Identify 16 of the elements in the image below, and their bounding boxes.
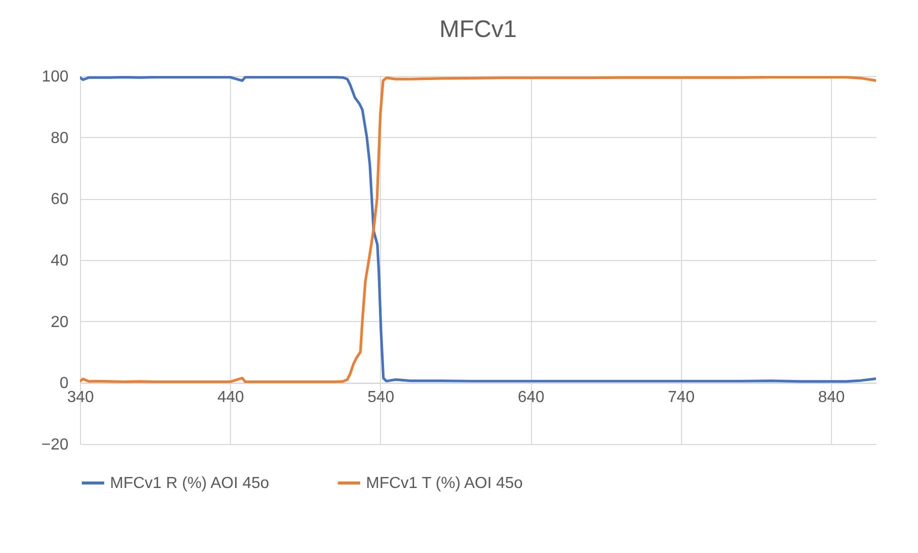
y-tick-label: 100: [42, 68, 69, 86]
x-tick-label: 640: [518, 389, 545, 406]
y-tick-label: −20: [41, 436, 69, 454]
x-tick-label: 740: [668, 389, 695, 406]
x-tick-label: 340: [67, 389, 94, 406]
legend-label: MFCv1 R (%) AOI 45o: [110, 475, 270, 492]
x-tick-label: 840: [818, 389, 845, 406]
y-tick-label: 20: [50, 314, 69, 331]
y-tick-label: 0: [60, 375, 69, 392]
y-tick-label: 40: [50, 252, 69, 270]
y-tick-label: 80: [50, 130, 69, 147]
x-tick-label: 540: [368, 389, 394, 406]
chart-title: MFCv1: [439, 16, 517, 43]
x-tick-label: 440: [217, 389, 244, 406]
legend-label: MFCv1 T (%) AOI 45o: [366, 475, 523, 492]
y-tick-label: 60: [50, 191, 69, 208]
